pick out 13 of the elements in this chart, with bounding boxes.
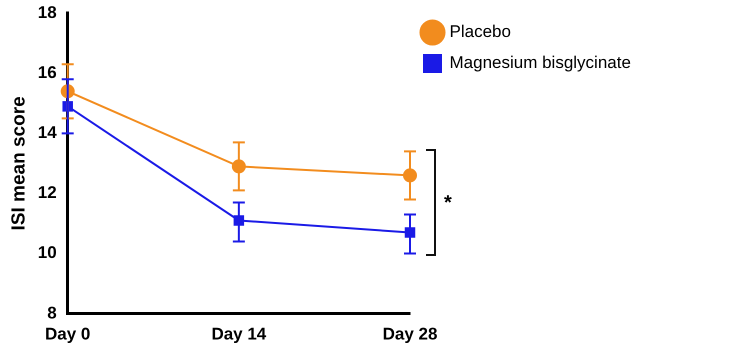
legend-label: Magnesium bisglycinate <box>450 53 631 72</box>
y-tick-label: 18 <box>38 2 57 22</box>
y-tick-label: 8 <box>47 303 57 322</box>
y-tick-label: 14 <box>38 123 58 142</box>
y-tick-label: 10 <box>38 243 57 262</box>
legend-label: Placebo <box>450 22 511 42</box>
text: * <box>444 192 452 216</box>
x-tick-label: Day 0 <box>45 324 90 344</box>
x-tick-label: Day 14 <box>211 324 267 344</box>
y-axis-title: ISI mean score <box>8 96 30 230</box>
y-tick-label: 16 <box>38 62 57 82</box>
y-tick-label: 12 <box>38 183 57 202</box>
x-tick-label: Day 28 <box>382 324 438 344</box>
